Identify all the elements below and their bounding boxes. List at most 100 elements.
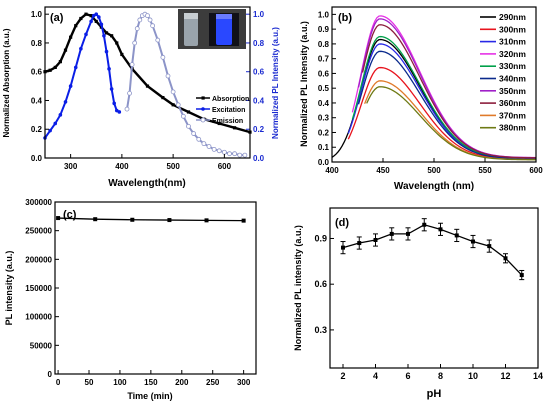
data-point (79, 16, 83, 21)
data-point (48, 68, 52, 72)
legend-marker (200, 117, 206, 123)
data-point (237, 152, 243, 158)
data-point (74, 24, 78, 28)
legend-b: 290nm 300nm 310nm 320nm 330nm 340nm 350nm 360nm… (480, 12, 526, 133)
y-tick-label: 0.5 (318, 84, 330, 93)
data-point (137, 17, 143, 23)
y-tick-label: 0.2 (31, 125, 43, 134)
data-point (58, 113, 63, 117)
data-point (132, 40, 138, 46)
data-point (211, 146, 217, 152)
data-point (204, 218, 209, 223)
x-axis-label: Time (min) (127, 391, 172, 401)
y-tick-label: 1.0 (318, 10, 330, 19)
data-point (232, 151, 238, 157)
y-tick-label: 0.0 (318, 158, 330, 167)
legend-marker (201, 96, 205, 100)
panel-label: (b) (338, 12, 352, 24)
data-point (180, 113, 186, 119)
x-tick-label: 0 (56, 378, 61, 387)
data-point (69, 35, 73, 39)
series-line (58, 217, 244, 222)
legend-a: Absorption Excitation Emission (196, 96, 249, 125)
data-point (63, 48, 68, 52)
legend-label: 320nm (499, 49, 526, 59)
x-tick-label: 600 (218, 162, 232, 171)
x-tick-label: 10 (468, 371, 478, 381)
data-point (104, 31, 109, 35)
x-tick-label: 6 (405, 371, 410, 381)
x-tick-label: 400 (115, 162, 129, 171)
legend-label: 350nm (499, 86, 526, 96)
data-point (110, 34, 114, 38)
series-line (366, 86, 537, 161)
data-point (167, 218, 172, 223)
data-point (93, 217, 98, 222)
y-tick-label: 0.3 (314, 325, 327, 335)
data-point (241, 218, 246, 223)
data-point (217, 121, 221, 126)
x-tick-label: 14 (533, 371, 543, 381)
plot-frame (329, 207, 539, 369)
legend-label: 330nm (499, 61, 526, 71)
x-tick-label: 8 (438, 371, 443, 381)
panel-label: (a) (50, 12, 64, 24)
y-tick-label: 0.3 (318, 114, 330, 123)
y-axis-label: Normalized PL intensity (a.u.) (293, 225, 303, 351)
y-axis-label: Normalized PL Intensity (a.u.) (299, 21, 309, 147)
y-tick-label: 150000 (25, 284, 52, 293)
x-tick-label: 400 (325, 166, 339, 175)
x-tick-label: 4 (373, 371, 378, 381)
data-point (242, 152, 248, 158)
y-tick-label: 0.4 (31, 96, 43, 105)
series-line (342, 224, 523, 276)
data-point (175, 102, 181, 108)
x-tick-label: 450 (376, 166, 390, 175)
data-point (145, 13, 150, 19)
legend-label: 380nm (499, 123, 526, 133)
y-tick-label: 0.8 (318, 40, 330, 49)
y2-tick-label: 0.8 (253, 39, 265, 48)
data-point (201, 141, 207, 147)
y2-tick-label: 0.4 (253, 96, 265, 105)
series-line (361, 24, 537, 159)
data-point (79, 46, 83, 51)
data-point (147, 17, 153, 23)
data-point (89, 19, 93, 24)
data-point (63, 100, 68, 104)
plot-frame (44, 6, 251, 159)
panel-a: 300 400 500 600 0.0 0.2 0.4 0.6 0.8 1.0 0.0 0.2 0.4 0… (2, 6, 280, 189)
data-point (454, 233, 459, 238)
y2-tick-label: 0.2 (253, 125, 265, 134)
y-tick-label: 0.7 (318, 55, 330, 64)
data-point (48, 128, 52, 133)
legend-label: 290nm (499, 12, 526, 22)
data-point (120, 52, 124, 57)
x-tick-label: 2 (340, 371, 345, 381)
data-point (155, 37, 161, 43)
data-point (109, 87, 114, 91)
data-point (170, 89, 176, 95)
data-point (438, 227, 443, 232)
panel-b: 400 450 500 550 600 0.0 0.1 0.2 0.3 0.4 0.5 0.6 0.7 0… (299, 6, 543, 192)
y-tick-label: 0.4 (318, 99, 330, 108)
y-tick-label: 50000 (30, 341, 53, 350)
y-tick-label: 0 (48, 370, 53, 379)
x-axis-label: Wavelength(nm) (108, 178, 185, 189)
data-point (53, 121, 58, 126)
data-point (186, 110, 191, 114)
y2-tick-label: 0.0 (253, 154, 265, 163)
data-point (112, 101, 116, 106)
data-point (150, 23, 156, 29)
panel-label: (c) (63, 209, 77, 221)
data-point (186, 123, 191, 129)
y-tick-label: 0.2 (318, 128, 330, 137)
data-point (422, 222, 427, 227)
data-point (165, 73, 171, 79)
data-point (191, 131, 197, 136)
y-tick-label: 0.6 (314, 279, 327, 289)
data-point (107, 67, 111, 71)
x-tick-label: 550 (478, 166, 492, 175)
x-tick-label: 500 (427, 166, 441, 175)
data-point (233, 126, 237, 130)
